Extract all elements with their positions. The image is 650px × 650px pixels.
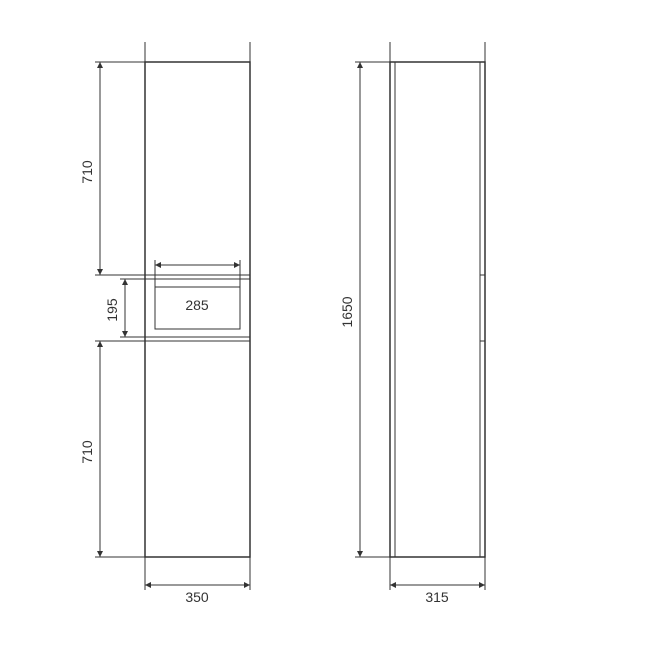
dim-upper: 710 — [79, 160, 95, 184]
dim-inner-width: 285 — [185, 297, 209, 313]
side-height-dim: 1650 — [339, 62, 390, 557]
side-view — [390, 62, 485, 557]
dim-front-width: 350 — [185, 589, 209, 605]
side-bottom-dim: 315 — [390, 557, 485, 605]
dim-lower: 710 — [79, 440, 95, 464]
dim-side-depth: 315 — [425, 589, 449, 605]
technical-drawing: 710 195 710 285 350 1650 — [0, 0, 650, 650]
front-top-width-ext — [145, 42, 250, 62]
dim-middle: 195 — [104, 298, 120, 322]
side-top-ext — [390, 42, 485, 62]
front-bottom-dim: 350 — [145, 557, 250, 605]
dim-total-height: 1650 — [339, 296, 355, 327]
